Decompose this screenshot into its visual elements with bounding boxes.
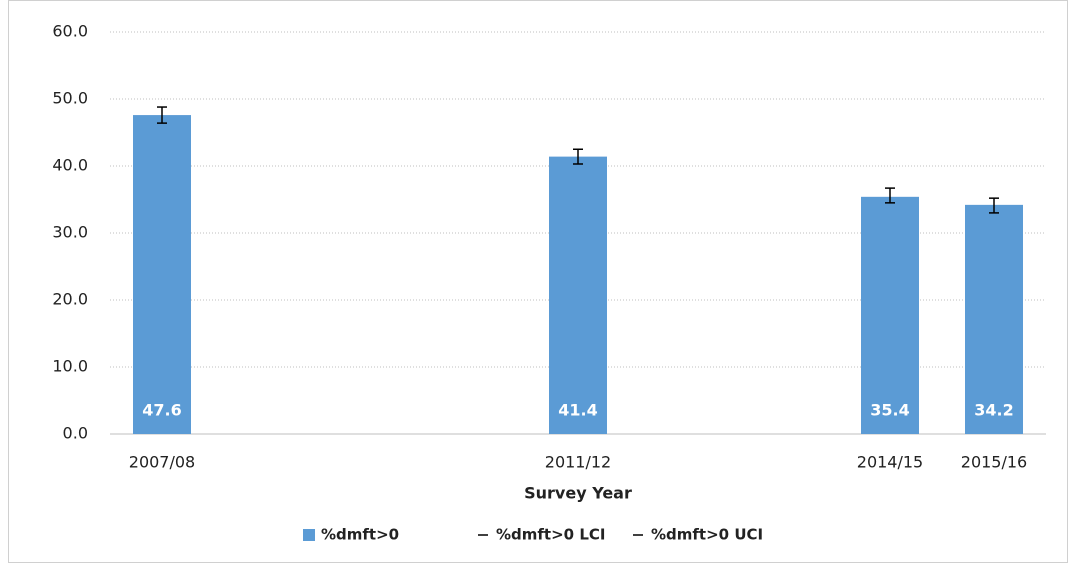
- x-tick-label: 2011/12: [545, 453, 611, 472]
- y-tick-label: 50.0: [52, 89, 88, 108]
- x-tick-label: 2014/15: [857, 453, 923, 472]
- legend-label: %dmft>0 UCI: [651, 526, 763, 544]
- x-tick-label: 2015/16: [961, 453, 1027, 472]
- y-tick-label: 40.0: [52, 156, 88, 175]
- bar: [133, 115, 191, 434]
- data-label: 34.2: [974, 401, 1013, 420]
- data-label: 41.4: [558, 401, 597, 420]
- y-tick-label: 20.0: [52, 290, 88, 309]
- x-axis-label: Survey Year: [524, 484, 632, 503]
- y-tick-label: 10.0: [52, 357, 88, 376]
- legend-label: %dmft>0: [321, 526, 399, 544]
- y-tick-label: 0.0: [63, 424, 88, 443]
- legend-swatch: [303, 529, 315, 541]
- legend-label: %dmft>0 LCI: [496, 526, 605, 544]
- x-tick-label: 2007/08: [129, 453, 195, 472]
- data-label: 35.4: [870, 401, 909, 420]
- y-tick-label: 30.0: [52, 223, 88, 242]
- bar: [549, 156, 607, 434]
- bar: [861, 196, 919, 434]
- y-tick-label: 60.0: [52, 22, 88, 41]
- bar: [965, 204, 1023, 434]
- data-label: 47.6: [142, 401, 181, 420]
